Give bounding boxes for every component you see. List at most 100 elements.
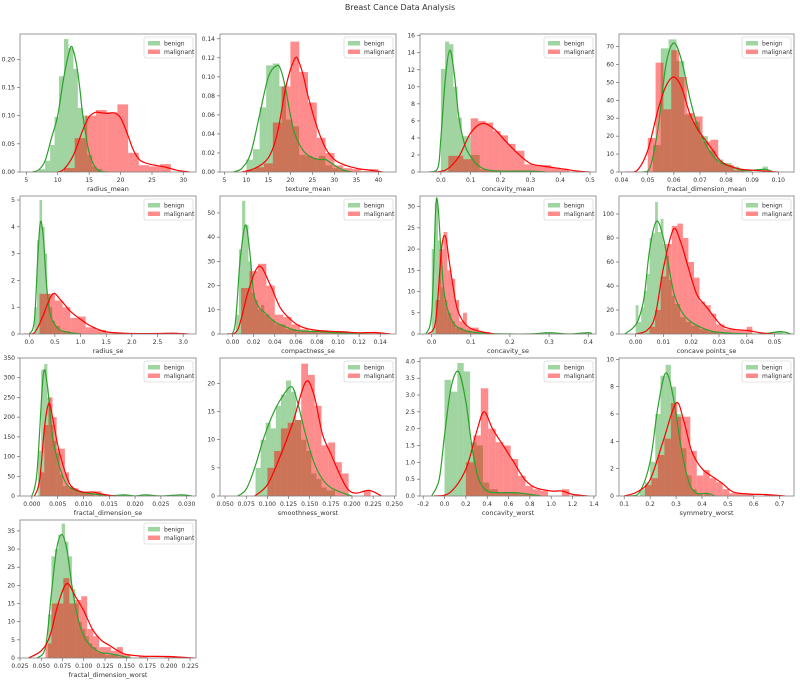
x-axis-label: fractal_dimension_se bbox=[74, 509, 142, 517]
x-tick-label: 0.1 bbox=[466, 339, 476, 346]
y-tick-label: 20 bbox=[207, 380, 215, 387]
histogram-bar bbox=[510, 458, 519, 496]
x-tick-label: 15 bbox=[85, 177, 93, 184]
y-axis: 0 10 20 30 40 50 60 70 bbox=[606, 44, 619, 176]
y-tick-label: 50 bbox=[7, 473, 15, 480]
histogram-bar bbox=[440, 68, 446, 172]
x-axis-label: concavity_se bbox=[487, 347, 529, 355]
histogram-bar bbox=[292, 126, 300, 172]
histogram-bar bbox=[671, 50, 680, 172]
y-tick-label: 0.00 bbox=[202, 169, 216, 176]
histogram-bar bbox=[311, 473, 317, 496]
histogram-bar bbox=[470, 327, 479, 334]
histogram-bar bbox=[88, 643, 93, 658]
histogram-bar bbox=[321, 487, 327, 496]
histogram-bar bbox=[482, 482, 490, 496]
y-axis: 0 2 4 6 8 10 12 14 16 bbox=[407, 33, 420, 176]
malignant-histogram bbox=[267, 363, 371, 496]
x-axis-label: texture_mean bbox=[285, 185, 330, 193]
histogram-bar bbox=[480, 388, 489, 496]
y-axis: 0 50 100 150 200 250 300 350 bbox=[4, 355, 20, 500]
histogram-bar bbox=[294, 419, 302, 496]
histogram-bar bbox=[92, 647, 97, 658]
x-tick-label: 0.0 bbox=[24, 339, 34, 346]
histogram-bar bbox=[245, 225, 249, 334]
axes-frame bbox=[618, 195, 795, 335]
y-tick-label: 0 bbox=[610, 493, 614, 500]
histogram-bar bbox=[724, 329, 736, 334]
benign-legend-swatch bbox=[148, 41, 160, 46]
subplot-texture_mean: 5 10 15 20 25 30 35 40texture_mean0.000.020.040… bbox=[202, 33, 397, 193]
histogram-bar bbox=[694, 277, 700, 334]
histogram-bar bbox=[445, 41, 450, 172]
x-tick-label: 0.100 bbox=[259, 501, 276, 508]
histogram-bar bbox=[248, 261, 252, 334]
axes-frame bbox=[219, 33, 397, 173]
y-tick-label: 2 bbox=[411, 152, 415, 159]
x-axis: 5 10 15 20 25 30 35 40 texture_mean bbox=[222, 172, 382, 193]
subplot-fractal_dimension_mean: 0.04 0.05 0.06 0.07 0.08 0.09 0.10 fractal_dime… bbox=[606, 33, 795, 193]
x-tick-label: 30 bbox=[331, 177, 339, 184]
x-axis-label: concavity_mean bbox=[482, 185, 535, 193]
histogram-bar bbox=[274, 324, 286, 334]
y-tick-label: 4 bbox=[610, 438, 614, 445]
histogram-bar bbox=[638, 322, 642, 334]
benign-legend-label: benign bbox=[364, 203, 385, 210]
histogram-bar bbox=[435, 300, 440, 334]
histogram-bar bbox=[584, 332, 593, 334]
y-tick-label: 10 bbox=[207, 437, 215, 444]
histogram-bar bbox=[560, 169, 570, 172]
benign-kde-curve bbox=[629, 372, 716, 496]
axes-frame bbox=[419, 195, 597, 335]
histogram-bar bbox=[95, 329, 107, 334]
malignant-kde-curve bbox=[254, 380, 382, 496]
histogram-bar bbox=[545, 332, 553, 334]
x-axis: 0.04 0.05 0.06 0.07 0.08 0.09 0.10 fractal_dime… bbox=[615, 172, 785, 193]
x-axis-label: fractal_dimension_worst bbox=[69, 671, 148, 679]
histogram-bar bbox=[48, 397, 53, 496]
y-tick-label: 25 bbox=[407, 225, 415, 232]
histogram-bar bbox=[647, 137, 656, 172]
y-tick-label: 2 bbox=[11, 277, 15, 284]
x-tick-label: 1.2 bbox=[568, 501, 578, 508]
histogram-bar bbox=[457, 363, 464, 496]
x-tick-label: 0.4 bbox=[583, 339, 593, 346]
histogram-bar bbox=[676, 60, 685, 172]
y-axis: 0 5 10 15 20 bbox=[207, 380, 220, 500]
malignant-histogram bbox=[435, 232, 491, 334]
malignant-legend-label: malignant bbox=[364, 373, 395, 380]
histogram-bar bbox=[249, 271, 258, 334]
x-tick-label: 0.1 bbox=[619, 501, 629, 508]
benign-histogram bbox=[38, 39, 102, 172]
y-tick-label: 0.5 bbox=[405, 476, 415, 483]
x-tick-label: 15 bbox=[265, 177, 273, 184]
histogram-bar bbox=[463, 330, 471, 334]
histogram-bar bbox=[253, 149, 260, 172]
histogram-bar bbox=[308, 374, 315, 496]
histogram-bar bbox=[82, 628, 86, 658]
histogram-bar bbox=[703, 470, 710, 496]
histogram-bar bbox=[78, 492, 87, 496]
histogram-bar bbox=[50, 425, 54, 496]
histogram-bar bbox=[246, 170, 256, 172]
y-tick-label: 30 bbox=[7, 546, 15, 553]
malignant-kde-curve bbox=[427, 234, 495, 334]
malignant-legend-swatch bbox=[148, 373, 160, 378]
y-tick-label: 5 bbox=[11, 637, 15, 644]
histogram-bar bbox=[363, 490, 371, 496]
histogram-bar bbox=[670, 386, 677, 496]
x-tick-label: 0.14 bbox=[374, 339, 388, 346]
y-tick-label: 10 bbox=[407, 84, 415, 91]
histogram-bar bbox=[96, 652, 106, 658]
histogram-bar bbox=[688, 262, 694, 334]
histogram-bar bbox=[455, 327, 464, 334]
histogram-bar bbox=[305, 155, 313, 172]
benign-histogram bbox=[48, 523, 127, 658]
benign-histogram bbox=[235, 200, 339, 334]
plot-area bbox=[226, 200, 391, 334]
histogram-bar bbox=[493, 131, 501, 172]
malignant-legend-swatch bbox=[348, 373, 360, 378]
x-tick-label: 0.08 bbox=[719, 177, 733, 184]
